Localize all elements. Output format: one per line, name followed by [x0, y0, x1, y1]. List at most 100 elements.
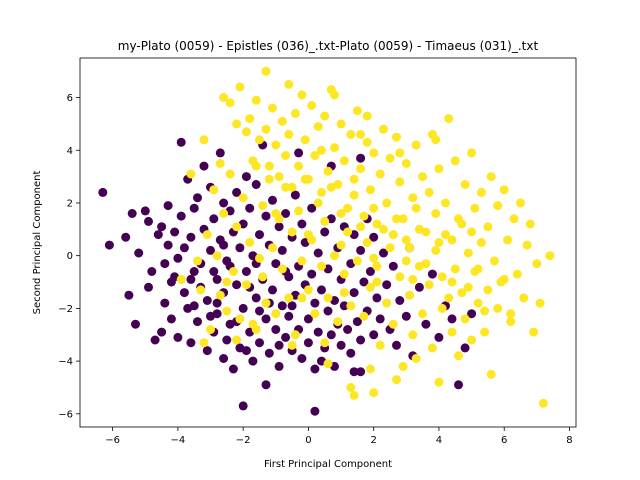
data-point-class-0: [281, 209, 291, 218]
data-point-class-1: [359, 311, 369, 321]
data-point-class-1: [519, 293, 529, 303]
data-point-class-1: [411, 203, 421, 213]
data-point-class-1: [232, 222, 242, 232]
data-point-class-1: [186, 169, 196, 179]
data-point-class-0: [388, 261, 398, 271]
data-point-class-1: [460, 180, 470, 189]
data-point-class-0: [356, 335, 366, 345]
data-point-class-0: [251, 293, 261, 303]
data-point-class-1: [349, 174, 359, 184]
data-point-class-0: [209, 267, 219, 276]
data-point-class-1: [395, 272, 405, 282]
data-point-class-1: [369, 148, 379, 158]
data-point-class-0: [290, 190, 300, 200]
data-point-class-1: [467, 227, 477, 237]
data-point-class-0: [268, 285, 277, 295]
data-point-class-1: [372, 277, 382, 287]
data-point-class-0: [356, 367, 366, 377]
data-point-class-1: [434, 377, 444, 387]
data-point-class-0: [261, 211, 271, 221]
data-point-class-1: [411, 140, 421, 150]
data-point-class-1: [215, 290, 225, 300]
y-tick-label: −4: [58, 357, 73, 368]
data-point-class-0: [202, 296, 212, 305]
data-point-class-1: [369, 388, 379, 398]
data-point-class-1: [379, 224, 388, 234]
data-point-class-1: [535, 298, 545, 308]
data-point-class-1: [525, 219, 535, 229]
data-point-class-1: [499, 185, 509, 195]
data-point-class-0: [206, 311, 215, 321]
data-point-class-0: [153, 230, 163, 240]
data-point-class-0: [307, 203, 317, 213]
data-point-class-0: [222, 335, 232, 345]
data-point-class-1: [206, 325, 215, 334]
data-point-class-1: [323, 166, 333, 176]
data-point-class-1: [392, 214, 401, 224]
data-point-class-1: [434, 238, 444, 247]
data-point-class-0: [369, 232, 379, 242]
data-point-class-0: [160, 298, 170, 308]
data-point-class-1: [437, 303, 447, 313]
data-point-class-0: [235, 243, 245, 253]
data-point-class-1: [251, 325, 261, 334]
data-point-class-1: [271, 140, 281, 150]
data-point-class-1: [320, 111, 330, 121]
data-point-class-1: [460, 314, 470, 324]
data-point-class-0: [147, 267, 157, 276]
data-point-class-1: [398, 214, 408, 224]
data-point-class-1: [392, 132, 401, 142]
data-point-class-1: [225, 169, 235, 179]
x-tick-label: 0: [305, 435, 311, 446]
data-point-class-1: [176, 274, 186, 284]
data-point-class-1: [489, 256, 499, 266]
x-axis-label: First Principal Component: [264, 459, 392, 470]
data-point-class-0: [189, 203, 199, 213]
data-point-class-1: [333, 317, 343, 327]
data-point-class-0: [467, 309, 477, 319]
data-point-class-1: [408, 274, 418, 284]
data-point-class-1: [385, 153, 395, 163]
data-point-class-1: [447, 235, 457, 245]
data-point-class-0: [241, 267, 251, 276]
data-point-class-1: [512, 269, 522, 279]
data-point-class-1: [284, 79, 294, 89]
data-point-class-1: [346, 129, 356, 139]
data-point-class-1: [408, 330, 418, 340]
data-point-class-1: [222, 277, 232, 287]
data-point-class-1: [405, 243, 415, 253]
data-point-class-0: [157, 327, 167, 337]
data-point-class-1: [193, 256, 202, 266]
data-point-class-0: [274, 340, 284, 350]
data-point-class-1: [483, 285, 493, 295]
data-point-class-0: [313, 327, 323, 337]
data-point-class-0: [281, 332, 291, 342]
data-point-class-1: [509, 214, 519, 224]
data-point-class-0: [176, 211, 186, 221]
y-tick-label: 4: [67, 146, 73, 157]
data-point-class-0: [219, 354, 229, 363]
data-point-class-1: [516, 198, 525, 208]
data-point-class-1: [392, 375, 401, 385]
data-point-class-1: [379, 124, 388, 134]
data-point-class-1: [264, 161, 274, 171]
data-point-class-1: [388, 319, 398, 329]
data-point-class-1: [330, 143, 339, 153]
y-tick-label: 0: [67, 251, 73, 262]
data-point-class-0: [186, 232, 196, 242]
data-point-class-0: [121, 232, 131, 242]
data-point-class-1: [493, 201, 503, 211]
data-point-class-1: [476, 187, 486, 197]
data-point-class-1: [241, 127, 251, 137]
data-point-class-1: [245, 114, 255, 124]
data-point-class-1: [411, 354, 421, 363]
data-point-class-0: [382, 280, 392, 290]
data-point-class-1: [261, 298, 271, 308]
data-point-class-1: [349, 390, 359, 400]
y-tick-label: 6: [67, 93, 73, 104]
data-point-class-0: [349, 288, 359, 298]
data-point-class-0: [186, 338, 196, 348]
data-point-class-1: [346, 301, 356, 311]
